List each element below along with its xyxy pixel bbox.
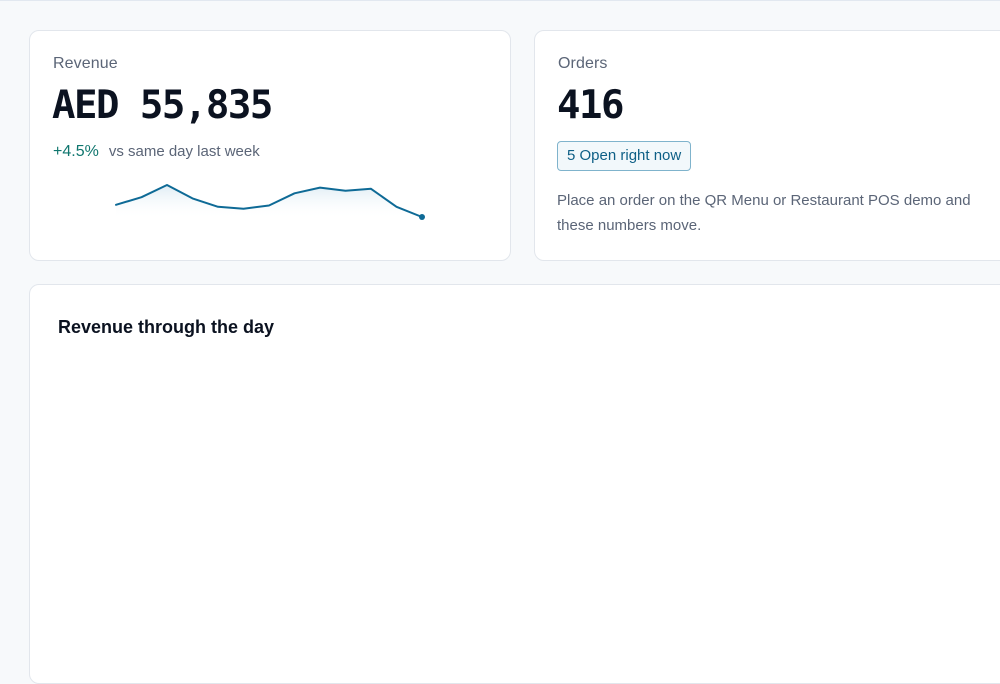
revenue-delta-note: vs same day last week bbox=[108, 143, 260, 160]
revenue-delta: +4.5% bbox=[53, 143, 99, 160]
open-orders-badge[interactable]: 5 Open right now bbox=[557, 141, 692, 171]
revenue-label: Revenue bbox=[53, 55, 118, 72]
orders-card: Orders 416 5 Open right now Place an ord… bbox=[534, 30, 1000, 261]
orders-label: Orders bbox=[558, 55, 608, 72]
revenue-chart-title: Revenue through the day bbox=[58, 317, 275, 337]
revenue-card: Revenue AED 55,835 +4.5% vs same day las… bbox=[29, 30, 511, 261]
sparkline-end-dot bbox=[419, 214, 425, 220]
revenue-delta-row: +4.5% vs same day last week bbox=[53, 143, 260, 161]
top-divider bbox=[0, 0, 1000, 1]
orders-note: Place an order on the QR Menu or Restaur… bbox=[557, 192, 971, 234]
orders-value: 416 bbox=[557, 83, 624, 128]
sparkline-area bbox=[116, 185, 422, 219]
sparkline-line bbox=[115, 184, 423, 218]
revenue-value: AED 55,835 bbox=[52, 83, 273, 128]
revenue-sparkline bbox=[115, 184, 425, 220]
revenue-chart-card: Revenue through the day bbox=[29, 284, 1000, 684]
